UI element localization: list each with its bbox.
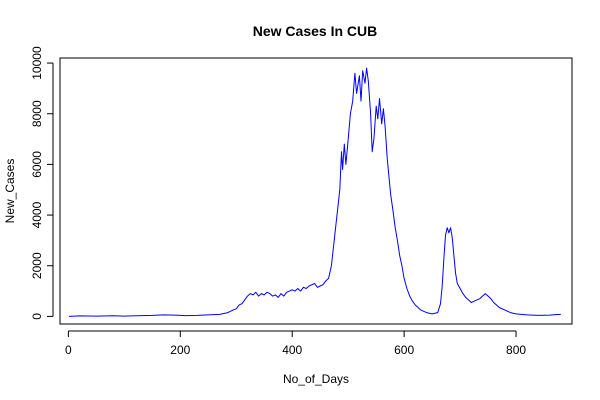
y-tick-label: 4000 — [30, 201, 44, 228]
x-axis: 0 200 400 600 800 — [65, 330, 526, 357]
x-tick-label: 600 — [394, 343, 414, 357]
chart-title: New Cases In CUB — [253, 23, 377, 39]
x-tick-label: 800 — [506, 343, 526, 357]
x-axis-label: No_of_Days — [283, 372, 349, 386]
x-tick-label: 200 — [170, 343, 190, 357]
y-tick-label: 0 — [30, 313, 44, 320]
series-line — [68, 67, 561, 317]
y-tick-label: 2000 — [30, 252, 44, 279]
x-tick-label: 400 — [282, 343, 302, 357]
plot-box — [59, 57, 573, 325]
y-axis: 0 2000 4000 6000 8000 10000 — [30, 46, 54, 320]
series-layer — [68, 67, 561, 317]
y-axis-label: New_Cases — [3, 159, 17, 224]
x-tick-label: 0 — [65, 343, 72, 357]
y-tick-label: 8000 — [30, 100, 44, 127]
y-tick-label: 6000 — [30, 151, 44, 178]
y-tick-label: 10000 — [30, 46, 44, 80]
